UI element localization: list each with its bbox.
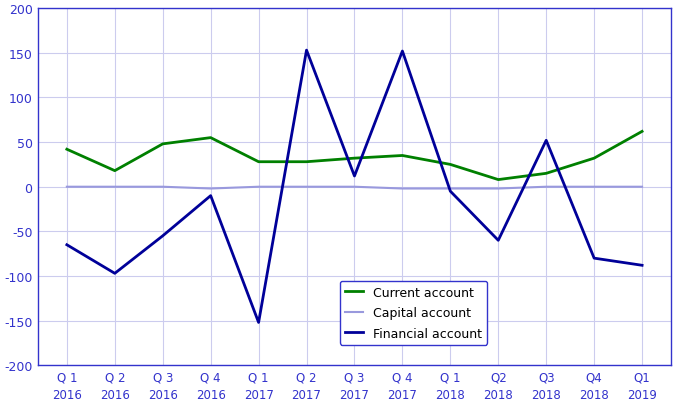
Line: Financial account: Financial account: [67, 51, 642, 323]
Current account: [638, 130, 646, 134]
Current account: [254, 160, 263, 165]
Financial account: [111, 271, 119, 276]
Current account: [159, 142, 167, 147]
Capital account: [63, 185, 71, 190]
Financial account: [207, 194, 215, 198]
Capital account: [207, 187, 215, 192]
Financial account: [350, 174, 358, 179]
Financial account: [542, 139, 550, 143]
Capital account: [302, 185, 311, 190]
Current account: [542, 171, 550, 176]
Capital account: [638, 185, 646, 190]
Capital account: [159, 185, 167, 190]
Current account: [350, 156, 358, 161]
Capital account: [542, 185, 550, 190]
Current account: [590, 156, 598, 161]
Current account: [302, 160, 311, 165]
Line: Current account: Current account: [67, 132, 642, 180]
Legend: Current account, Capital account, Financial account: Current account, Capital account, Financ…: [340, 281, 487, 345]
Capital account: [446, 187, 454, 192]
Capital account: [494, 187, 502, 192]
Current account: [207, 136, 215, 141]
Line: Capital account: Capital account: [67, 187, 642, 189]
Financial account: [494, 238, 502, 243]
Current account: [111, 169, 119, 174]
Capital account: [111, 185, 119, 190]
Capital account: [254, 185, 263, 190]
Capital account: [398, 187, 406, 192]
Financial account: [590, 256, 598, 261]
Capital account: [350, 185, 358, 190]
Capital account: [590, 185, 598, 190]
Financial account: [254, 320, 263, 325]
Current account: [63, 147, 71, 152]
Current account: [398, 153, 406, 158]
Financial account: [302, 49, 311, 53]
Financial account: [398, 49, 406, 54]
Current account: [494, 178, 502, 183]
Financial account: [63, 243, 71, 247]
Financial account: [638, 263, 646, 268]
Financial account: [446, 189, 454, 194]
Current account: [446, 162, 454, 167]
Financial account: [159, 234, 167, 239]
